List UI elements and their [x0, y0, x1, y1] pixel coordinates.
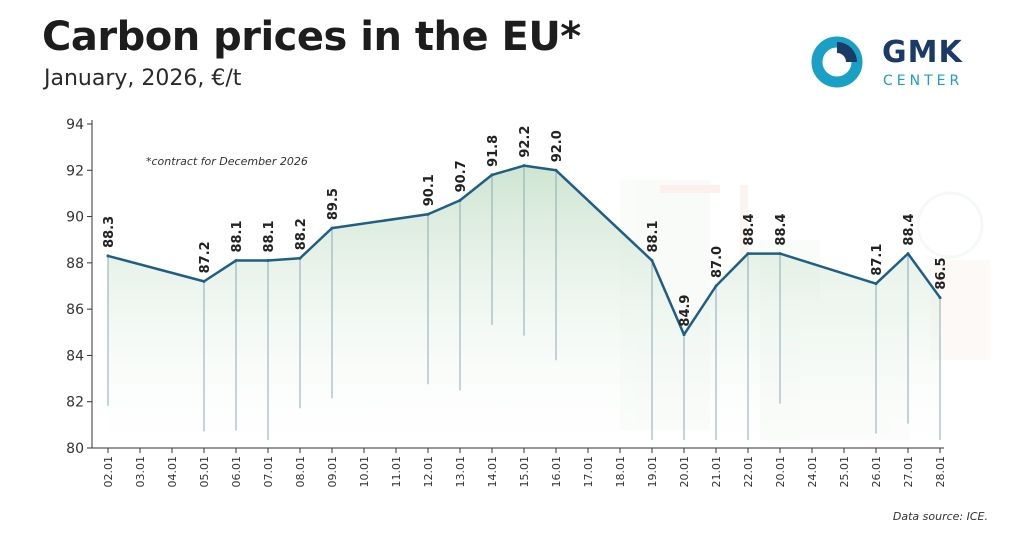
data-point — [266, 259, 270, 263]
y-tick-label: 94 — [66, 117, 84, 133]
data-label: 88.4 — [774, 214, 789, 246]
y-tick-label: 88 — [66, 256, 84, 272]
chart-title: Carbon prices in the EU* — [42, 14, 581, 60]
x-tick-label: 24.01 — [806, 456, 819, 488]
data-label: 84.9 — [678, 295, 693, 327]
data-point — [778, 252, 782, 256]
data-point — [458, 198, 462, 202]
data-point — [714, 284, 718, 288]
data-point — [298, 256, 302, 260]
x-tick-label: 06.01 — [230, 456, 243, 488]
x-tick-label: 02.01 — [102, 456, 115, 488]
x-tick-label: 14.01 — [486, 456, 499, 488]
x-tick-label: 28.01 — [934, 456, 947, 488]
contract-note: *contract for December 2026 — [146, 155, 308, 168]
x-tick-label: 20.01 — [774, 456, 787, 488]
data-point — [202, 279, 206, 283]
x-tick-label: 25.01 — [838, 456, 851, 488]
data-label: 87.0 — [710, 246, 725, 278]
drop-lines — [107, 165, 941, 440]
data-point — [682, 333, 686, 337]
data-label: 91.8 — [486, 135, 501, 167]
data-label: 88.2 — [294, 218, 309, 250]
x-tick-label: 26.01 — [870, 456, 883, 488]
gmk-center-logo: GMK CENTER — [810, 35, 990, 115]
x-tick-label: 05.01 — [198, 456, 211, 488]
y-tick-label: 80 — [66, 441, 84, 457]
data-label: 87.1 — [870, 244, 885, 276]
y-tick-label: 90 — [66, 210, 84, 226]
x-tick-label: 18.01 — [614, 456, 627, 488]
data-point — [938, 296, 942, 300]
y-tick-label: 92 — [66, 163, 84, 179]
data-point — [874, 282, 878, 286]
x-tick-label: 03.01 — [134, 456, 147, 488]
data-label: 88.1 — [646, 220, 661, 252]
x-tick-label: 08.01 — [294, 456, 307, 488]
x-tick-label: 10.01 — [358, 456, 371, 488]
y-tick-label: 82 — [66, 395, 84, 411]
x-tick-label: 13.01 — [454, 456, 467, 488]
logo-subtext: CENTER — [883, 73, 964, 89]
data-point — [906, 252, 910, 256]
data-labels: 88.3 87.2 88.1 88.1 88.2 89.5 90.1 90.7 91.8 92.2… — [102, 126, 949, 337]
data-point — [650, 259, 654, 263]
x-tick-label: 22.01 — [742, 456, 755, 488]
axes: 80 82 84 86 88 90 92 94 02.01 03.01 04.01 05.01 06.0… — [66, 117, 947, 488]
data-label: 92.0 — [550, 130, 565, 162]
data-label: 88.3 — [102, 216, 117, 248]
x-tick-label: 07.01 — [262, 456, 275, 488]
data-point — [554, 168, 558, 172]
data-point — [234, 259, 238, 263]
x-tick-label: 27.01 — [902, 456, 915, 488]
x-tick-label: 20.01 — [678, 456, 691, 488]
data-label: 88.1 — [262, 220, 277, 252]
x-tick-label: 11.01 — [390, 456, 403, 488]
data-label: 88.4 — [742, 214, 757, 246]
data-label: 92.2 — [518, 126, 533, 158]
x-tick-label: 21.01 — [710, 456, 723, 488]
data-point — [330, 226, 334, 230]
data-point — [426, 212, 430, 216]
x-tick-label: 17.01 — [582, 456, 595, 488]
x-tick-label: 12.01 — [422, 456, 435, 488]
data-source: Data source: ICE. — [893, 510, 988, 523]
y-tick-label: 84 — [66, 348, 84, 364]
data-label: 87.2 — [198, 241, 213, 273]
x-tick-label: 04.01 — [166, 456, 179, 488]
y-tick-label: 86 — [66, 302, 84, 318]
logo-wordmark: GMK — [882, 35, 963, 70]
data-label: 90.1 — [422, 174, 437, 206]
logo-ring-icon — [811, 36, 863, 88]
x-tick-label: 16.01 — [550, 456, 563, 488]
chart-subtitle: January, 2026, €/t — [44, 66, 242, 91]
data-point — [490, 173, 494, 177]
data-label: 88.4 — [902, 214, 917, 246]
x-tick-label: 19.01 — [646, 456, 659, 488]
data-label: 86.5 — [934, 257, 949, 289]
data-point — [746, 252, 750, 256]
data-label: 88.1 — [230, 220, 245, 252]
data-point — [522, 164, 526, 168]
data-point — [106, 254, 110, 258]
x-tick-label: 09.01 — [326, 456, 339, 488]
x-tick-label: 15.01 — [518, 456, 531, 488]
data-label: 90.7 — [454, 160, 469, 192]
data-label: 89.5 — [326, 188, 341, 220]
